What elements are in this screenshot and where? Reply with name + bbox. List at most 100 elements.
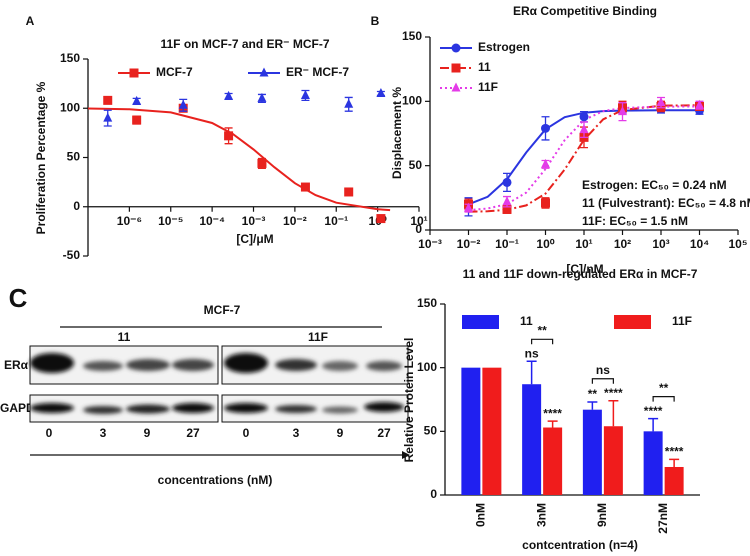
y-tick-label: 0	[73, 199, 80, 213]
x-tick-label: 10⁻⁶	[117, 214, 142, 228]
x-tick-label: 10⁻³	[242, 214, 266, 228]
x-tick-label: 10¹	[575, 237, 592, 251]
bar	[582, 409, 602, 495]
legend-marker	[259, 67, 269, 77]
marker	[541, 158, 550, 168]
error-bar	[547, 420, 558, 428]
bar	[664, 466, 684, 495]
lane-label: 3	[293, 426, 300, 440]
marker	[541, 123, 550, 133]
x-tick-label: 10¹	[410, 214, 427, 228]
marker	[257, 92, 267, 102]
western-blot: C MCF-7 11 11F ERα GAPDH 0	[0, 283, 410, 487]
error-bar	[587, 401, 598, 410]
x-tick-label: 9nM	[595, 503, 609, 527]
bands	[30, 353, 404, 414]
x-tick-label: 10³	[652, 237, 669, 251]
lane-label: 0	[243, 426, 250, 440]
bar	[603, 426, 623, 495]
marker	[344, 187, 354, 197]
legend-swatch	[462, 315, 499, 329]
y-axis-label: Proliferation Percentage %	[34, 81, 48, 234]
y-tick-label: 0	[415, 222, 422, 236]
marker	[502, 177, 512, 187]
y-axis-label: Relative Protein Level	[402, 338, 416, 463]
legend-label: 11F	[478, 80, 498, 94]
marker	[103, 112, 113, 122]
marker	[344, 98, 354, 108]
x-tick-label: 10⁻³	[418, 237, 442, 251]
x-tick-label: 10⁻²	[457, 237, 481, 251]
chart-title: ERα Competitive Binding	[513, 4, 657, 18]
panel-label: A	[26, 14, 35, 28]
x-tick-label: 10²	[614, 237, 631, 251]
x-tick-label: 3nM	[534, 503, 548, 527]
legend-label: 11F	[672, 314, 692, 328]
legend-marker	[129, 68, 139, 78]
x-tick-label: 10⁻¹	[324, 214, 348, 228]
marker	[502, 204, 512, 214]
marker	[300, 89, 310, 99]
legend-label: 11	[478, 60, 491, 74]
marker	[579, 124, 589, 134]
x-axis-label: contcentration (n=4)	[522, 538, 638, 552]
group-label: 11	[118, 330, 131, 344]
y-tick-label: 150	[417, 296, 437, 310]
marker	[257, 158, 267, 168]
marker	[103, 95, 113, 105]
x-tick-label: 0nM	[474, 503, 488, 527]
marker	[656, 97, 666, 107]
x-tick-label: 10⁻⁴	[199, 214, 225, 228]
comparison-label: **	[537, 323, 547, 337]
bar	[482, 367, 502, 495]
legend-marker	[451, 43, 461, 53]
annotation: 11F: EC₅₀ = 1.5 nM	[582, 214, 688, 228]
significance: ****	[604, 386, 623, 400]
error-bar	[648, 417, 659, 432]
group-label: 11F	[308, 330, 328, 344]
x-tick-label: 10⁵	[729, 237, 748, 251]
y-tick-label: 100	[417, 360, 437, 374]
lane-label: 0	[46, 426, 53, 440]
bar	[522, 384, 542, 495]
annotation: Estrogen: EC₅₀ = 0.24 nM	[582, 178, 727, 192]
marker	[579, 112, 589, 122]
bar	[461, 367, 481, 495]
lane-label: 27	[186, 426, 200, 440]
y-axis-label: Displacement %	[390, 87, 404, 179]
fit-curve	[468, 109, 700, 206]
marker	[224, 90, 234, 100]
fit-curve	[468, 105, 700, 212]
bar	[543, 427, 563, 495]
legend-swatch	[614, 315, 651, 329]
y-tick-label: 50	[409, 158, 423, 172]
marker	[695, 99, 704, 109]
marker	[132, 95, 142, 105]
y-tick-label: 50	[67, 150, 81, 164]
x-tick-label: 10⁻²	[283, 214, 307, 228]
arrow-head	[402, 451, 410, 459]
marker	[464, 202, 473, 212]
significance: ****	[543, 406, 562, 420]
y-tick-label: 0	[430, 487, 437, 501]
x-tick-label: 10⁰	[536, 237, 554, 251]
y-tick-label: 100	[402, 94, 422, 108]
marker	[618, 106, 627, 116]
comparison-bracket	[531, 338, 554, 345]
y-tick-label: 150	[402, 29, 422, 43]
marker	[224, 131, 234, 141]
legend-marker	[451, 82, 461, 92]
blot-title: MCF-7	[204, 303, 241, 317]
marker	[502, 196, 512, 206]
y-tick-label: -50	[63, 248, 81, 262]
x-tick-label: 10⁻⁵	[158, 214, 183, 228]
y-tick-label: 50	[424, 424, 438, 438]
marker	[300, 182, 310, 192]
x-tick-label: 10⁻¹	[495, 237, 519, 251]
comparison-label: ns	[596, 363, 610, 377]
lane-label: 3	[100, 426, 107, 440]
bar	[643, 431, 663, 495]
legend-label: ER⁻ MCF-7	[286, 65, 349, 79]
panel-label: B	[371, 14, 380, 28]
